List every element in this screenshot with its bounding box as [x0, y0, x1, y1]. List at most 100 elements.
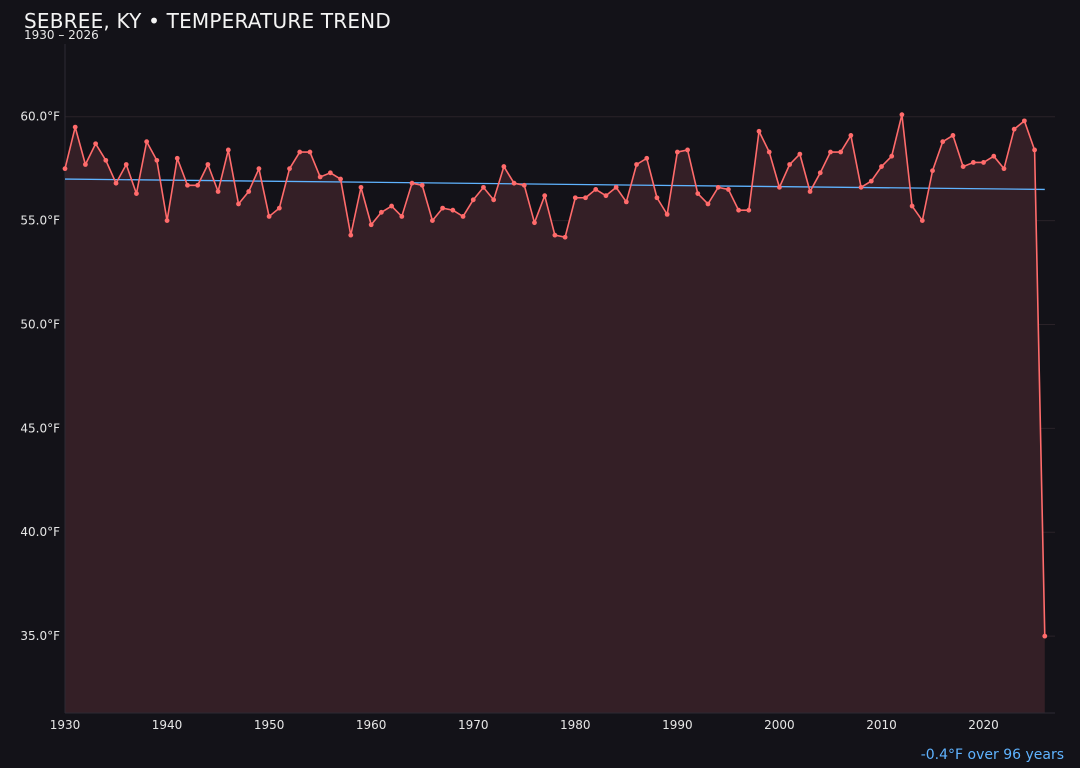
x-tick-label-9: 2020 — [968, 718, 999, 732]
data-point-1934 — [103, 157, 109, 163]
x-tick-label-7: 2000 — [764, 718, 795, 732]
data-point-2007 — [848, 133, 854, 138]
data-point-1984 — [613, 184, 619, 190]
data-point-1962 — [389, 203, 394, 209]
data-point-1973 — [501, 164, 507, 169]
data-point-1947 — [236, 201, 241, 207]
data-point-1993 — [705, 201, 711, 207]
data-point-2009 — [868, 178, 874, 184]
data-point-1933 — [93, 141, 99, 147]
data-point-1949 — [256, 166, 262, 172]
data-point-1946 — [225, 147, 231, 153]
data-point-1971 — [481, 184, 486, 190]
data-point-1966 — [430, 218, 435, 223]
x-tick-label-3: 1960 — [356, 718, 387, 732]
data-point-1952 — [287, 166, 292, 172]
data-point-2010 — [879, 164, 884, 169]
y-tick-label-2: 45.0°F — [20, 421, 60, 435]
data-point-2012 — [899, 112, 905, 118]
data-point-1977 — [542, 193, 548, 199]
data-point-1932 — [83, 162, 88, 167]
data-point-1979 — [562, 234, 568, 240]
data-point-1968 — [450, 207, 456, 213]
data-point-1935 — [113, 180, 119, 186]
data-point-1954 — [307, 149, 313, 155]
data-point-2003 — [807, 189, 813, 194]
y-tick-label-1: 40.0°F — [20, 525, 60, 539]
data-point-1987 — [644, 155, 650, 161]
y-tick-label-3: 50.0°F — [20, 317, 60, 331]
data-point-2018 — [960, 164, 966, 169]
data-point-1988 — [654, 195, 660, 201]
data-point-1955 — [317, 174, 323, 180]
data-point-2004 — [817, 170, 823, 176]
axes — [64, 44, 1055, 714]
data-point-2013 — [909, 203, 915, 209]
data-point-2022 — [1001, 166, 1007, 172]
data-point-1956 — [327, 170, 333, 176]
data-point-1976 — [532, 220, 537, 226]
temperature-area-fill — [65, 114, 1045, 713]
y-tick-label-4: 55.0°F — [20, 214, 60, 228]
trend-annotation: -0.4°F over 96 years — [920, 747, 1064, 763]
data-point-1991 — [685, 147, 690, 153]
data-point-1975 — [521, 182, 527, 188]
data-point-1944 — [205, 162, 211, 167]
x-tick-label-0: 1930 — [50, 718, 81, 732]
data-point-1980 — [572, 195, 578, 201]
data-point-1957 — [338, 176, 343, 182]
data-point-1978 — [552, 232, 558, 238]
y-tick-labels: 35.0°F 40.0°F 45.0°F 50.0°F 55.0°F 60.0°F — [20, 110, 60, 643]
data-point-1958 — [348, 232, 354, 238]
data-point-2000 — [777, 184, 782, 190]
data-point-1982 — [593, 187, 599, 192]
data-point-1986 — [634, 162, 639, 167]
data-point-1960 — [368, 222, 374, 228]
data-point-1997 — [746, 207, 752, 213]
data-point-1961 — [378, 209, 384, 215]
data-point-1959 — [358, 184, 364, 190]
x-tick-labels: 1930 1940 1950 1960 1970 1980 1990 2000 2010 2020 — [50, 718, 999, 732]
data-point-1963 — [399, 214, 405, 219]
data-point-1964 — [409, 180, 415, 186]
data-point-1972 — [491, 197, 497, 203]
data-point-2023 — [1011, 126, 1017, 132]
data-point-1945 — [215, 189, 221, 194]
data-point-1989 — [664, 211, 670, 217]
data-point-2016 — [940, 139, 946, 145]
x-tick-label-5: 1980 — [560, 718, 591, 732]
x-tick-label-6: 1990 — [662, 718, 693, 732]
data-point-1948 — [246, 189, 252, 194]
data-point-2020 — [981, 160, 986, 165]
data-point-2017 — [950, 133, 956, 138]
x-tick-label-2: 1950 — [254, 718, 285, 732]
data-point-1981 — [583, 195, 588, 201]
data-point-1998 — [756, 128, 762, 134]
x-tick-label-4: 1970 — [458, 718, 489, 732]
data-point-1990 — [674, 149, 680, 155]
data-point-2021 — [991, 153, 997, 159]
data-point-1938 — [144, 139, 150, 145]
data-point-1985 — [623, 199, 629, 205]
data-point-2025 — [1032, 147, 1037, 153]
temperature-points — [62, 112, 1048, 639]
data-point-1940 — [164, 218, 170, 223]
data-point-1992 — [695, 191, 701, 196]
data-point-2014 — [919, 218, 925, 223]
data-point-2011 — [889, 153, 895, 159]
y-tick-label-0: 35.0°F — [20, 629, 60, 643]
data-point-1937 — [134, 191, 139, 196]
data-point-2002 — [797, 151, 803, 157]
data-point-1999 — [766, 149, 772, 155]
data-point-1974 — [511, 180, 517, 186]
data-point-1930 — [62, 166, 68, 172]
data-point-1941 — [174, 155, 180, 161]
data-point-1965 — [419, 182, 425, 188]
data-point-1969 — [460, 214, 466, 219]
data-point-1936 — [123, 162, 129, 167]
data-point-2015 — [930, 168, 935, 174]
data-point-1950 — [266, 214, 272, 219]
chart-subtitle: 1930 – 2026 — [24, 28, 99, 42]
data-point-1943 — [195, 182, 201, 188]
